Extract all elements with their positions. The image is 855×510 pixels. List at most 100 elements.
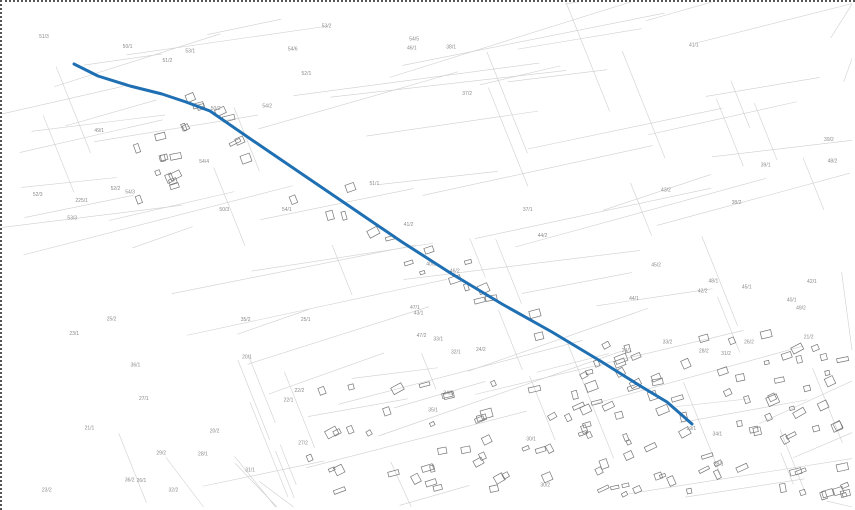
building-outline xyxy=(594,466,604,476)
parcel-label: 38/2 xyxy=(732,200,742,206)
building-outline xyxy=(544,443,555,454)
parcel-boundary xyxy=(621,50,666,159)
parcel-label: 27/2 xyxy=(298,441,308,447)
building-outline xyxy=(679,411,689,423)
parcel-label: 44/2 xyxy=(538,233,548,239)
building-outline xyxy=(585,430,593,440)
parcel-label: 54/5 xyxy=(409,37,419,43)
parcel-boundary xyxy=(249,402,289,498)
building-outline xyxy=(332,486,347,495)
building-outline xyxy=(501,471,511,480)
building-outline xyxy=(743,395,751,405)
building-outline xyxy=(325,209,335,221)
building-outline xyxy=(563,412,573,423)
building-outline xyxy=(585,368,594,376)
parcel-label: 53/1 xyxy=(185,49,195,55)
building-outline xyxy=(803,384,812,393)
parcel-label: 41/1 xyxy=(689,42,699,48)
building-outline xyxy=(811,424,821,433)
parcel-label: 52/1 xyxy=(302,71,312,77)
building-outline xyxy=(735,462,749,473)
parcel-label: 35/1 xyxy=(428,407,438,413)
parcel-boundary xyxy=(779,429,806,493)
building-outline xyxy=(621,482,630,489)
parcel-label: 24/2 xyxy=(476,347,486,353)
parcel-label: 26/1 xyxy=(137,478,147,484)
parcel-boundary xyxy=(403,250,640,280)
route-line[interactable] xyxy=(72,62,694,426)
parcel-boundary xyxy=(260,188,414,220)
building-outline xyxy=(571,401,586,411)
building-outline xyxy=(765,393,781,407)
building-outline xyxy=(184,92,197,104)
parcel-boundary xyxy=(780,452,794,485)
building-outline xyxy=(441,390,454,399)
parcel-label: 54/6 xyxy=(288,46,298,52)
parcel-boundary xyxy=(536,353,609,373)
parcel-boundary xyxy=(293,62,540,96)
building-outline xyxy=(613,357,627,369)
parcel-boundary xyxy=(488,87,529,187)
parcel-boundary xyxy=(507,69,608,83)
building-outline xyxy=(288,194,299,206)
building-outline xyxy=(788,405,796,411)
parcel-label: 42/1 xyxy=(807,279,817,285)
building-outline xyxy=(832,485,845,497)
parcel-boundary xyxy=(118,433,147,503)
parcel-boundary xyxy=(675,398,750,407)
building-outline xyxy=(403,259,414,267)
building-outline xyxy=(819,352,828,362)
building-outline xyxy=(423,245,435,255)
parcel-boundary xyxy=(522,272,632,294)
parcel-boundary xyxy=(695,3,853,44)
building-outline xyxy=(579,403,593,416)
parcel-boundary xyxy=(247,306,430,365)
parcel-label: 36/1 xyxy=(131,362,141,368)
parcel-boundary xyxy=(331,244,353,296)
building-outline xyxy=(418,381,431,389)
building-outline xyxy=(158,153,169,162)
parcel-label: 34/2 xyxy=(443,390,453,396)
building-outline xyxy=(345,424,355,435)
parcel-boundary xyxy=(705,77,820,97)
building-outline xyxy=(650,372,662,383)
building-outline xyxy=(789,467,803,477)
building-outline xyxy=(181,123,191,132)
building-outline xyxy=(420,463,435,473)
building-outline xyxy=(839,489,851,498)
parcel-boundary xyxy=(54,33,221,87)
parcel-boundary xyxy=(366,110,539,137)
parcel-boundary xyxy=(2,86,124,115)
parcel-boundary xyxy=(279,444,297,485)
parcel-label: 21/1 xyxy=(85,426,95,432)
parcel-boundary xyxy=(679,399,808,424)
building-outline xyxy=(168,169,183,182)
parcel-boundary xyxy=(132,226,193,249)
parcel-boundary xyxy=(187,279,447,336)
building-outline xyxy=(623,450,635,461)
parcel-label: 47/1 xyxy=(410,305,420,311)
parcel-boundary xyxy=(830,4,853,39)
parcel-boundary xyxy=(645,2,713,22)
parcel-boundary xyxy=(759,380,853,424)
parcel-boundary xyxy=(233,107,260,171)
building-outline xyxy=(759,329,773,340)
building-outline xyxy=(463,283,470,292)
building-outline xyxy=(432,483,443,492)
parcel-boundary xyxy=(389,2,632,78)
parcel-boundary xyxy=(566,2,610,112)
building-outline xyxy=(680,357,692,370)
parcel-boundary xyxy=(258,480,294,508)
parcel-label: 54/4 xyxy=(199,159,209,165)
parcel-label: 50/2 xyxy=(211,106,221,112)
building-outline xyxy=(835,462,850,473)
building-outline xyxy=(324,425,340,440)
parcel-boundary xyxy=(207,18,282,35)
parcel-boundary xyxy=(330,70,567,98)
parcel-label: 42/2 xyxy=(698,289,708,295)
building-outline xyxy=(778,482,787,494)
building-outline xyxy=(810,343,820,353)
